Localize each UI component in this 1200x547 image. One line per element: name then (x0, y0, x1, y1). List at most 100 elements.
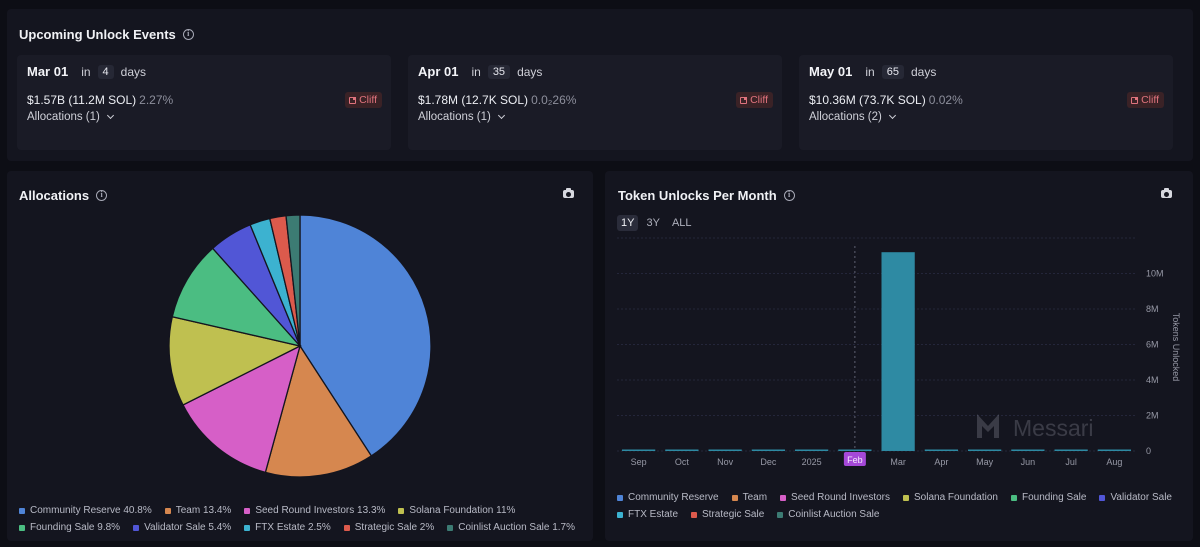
allocations-dropdown-label: Allocations (2) (809, 111, 882, 123)
event-percent: 0.02% (928, 93, 963, 107)
legend-label: Validator Sale (1110, 492, 1172, 503)
event-days-count: 35 (487, 64, 511, 79)
cliff-icon (349, 96, 357, 104)
legend-label: Founding Sale 9.8% (30, 522, 121, 533)
upcoming-unlocks-title-row: Upcoming Unlock Events (19, 27, 194, 42)
unlock-event-card: May 01 in 65 days $10.36M (73.7K SOL) 0.02% Cl… (799, 55, 1173, 150)
chevron-down-icon (888, 111, 896, 120)
range-tab-all[interactable]: ALL (671, 217, 692, 229)
legend-label: FTX Estate 2.5% (255, 522, 331, 533)
legend-item[interactable]: Community Reserve (617, 492, 719, 503)
legend-swatch (244, 507, 251, 514)
upcoming-unlocks-title: Upcoming Unlock Events (19, 27, 176, 42)
allocations-dropdown[interactable]: Allocations (1) (27, 111, 114, 123)
range-tab-3y[interactable]: 3Y (646, 217, 660, 229)
legend-swatch (133, 524, 140, 531)
cliff-badge: Cliff (1127, 92, 1164, 108)
event-header: Mar 01 in 4 days (27, 64, 146, 79)
legend-swatch (691, 511, 698, 518)
legend-label: Community Reserve (628, 492, 719, 503)
legend-swatch (447, 524, 454, 531)
event-days-label: days (120, 64, 147, 79)
cliff-badge: Cliff (345, 92, 382, 108)
legend-item[interactable]: Seed Round Investors 13.3% (244, 505, 385, 516)
legend-item[interactable]: Team 13.4% (164, 505, 232, 516)
legend-swatch (617, 511, 623, 518)
legend-swatch (244, 524, 251, 531)
legend-item[interactable]: Coinlist Auction Sale 1.7% (447, 522, 575, 533)
legend-item[interactable]: Seed Round Investors (780, 492, 890, 503)
event-in-label: in (471, 64, 481, 79)
legend-item[interactable]: Validator Sale (1099, 492, 1172, 503)
allocations-dropdown-label: Allocations (1) (418, 111, 491, 123)
event-days-label: days (517, 64, 543, 79)
legend-label: Seed Round Investors (791, 492, 890, 503)
range-tab-1y[interactable]: 1Y (617, 215, 639, 231)
event-value: $1.57B (11.2M SOL) (27, 93, 137, 107)
legend-item[interactable]: Coinlist Auction Sale (777, 509, 879, 520)
allocations-dropdown[interactable]: Allocations (2) (809, 111, 896, 123)
legend-item[interactable]: Solana Foundation (903, 492, 998, 503)
event-header: May 01 in 65 days (809, 64, 936, 79)
event-value-row: $10.36M (73.7K SOL) 0.02% (809, 93, 963, 107)
legend-label: Coinlist Auction Sale (788, 509, 880, 520)
event-days-count: 65 (881, 64, 904, 79)
legend-label: Coinlist Auction Sale 1.7% (458, 522, 575, 533)
legend-label: FTX Estate (628, 509, 679, 520)
unlock-event-card: Apr 01 in 35 days $1.78M (12.7K SOL) 0.0₂26% C… (408, 55, 782, 150)
event-percent: 0.0₂26% (531, 93, 577, 107)
legend-swatch (398, 507, 405, 514)
legend-label: Strategic Sale (702, 509, 765, 520)
chevron-down-icon (106, 111, 114, 120)
event-header: Apr 01 in 35 days (418, 64, 542, 79)
legend-item[interactable]: Solana Foundation 11% (398, 505, 515, 516)
legend-swatch (1099, 494, 1106, 501)
legend-swatch (19, 524, 25, 531)
legend-item[interactable]: Founding Sale (1010, 492, 1087, 503)
event-value: $1.78M (12.7K SOL) (418, 93, 529, 107)
token-unlocks-title: Token Unlocks Per Month (618, 188, 777, 203)
event-value: $10.36M (73.7K SOL) (809, 93, 926, 107)
camera-icon[interactable] (1161, 188, 1172, 198)
legend-item[interactable]: Strategic Sale (691, 509, 764, 520)
legend-label: Solana Foundation 11% (409, 505, 516, 516)
event-percent: 2.27% (139, 93, 174, 107)
cliff-badge: Cliff (736, 92, 773, 108)
legend-item[interactable]: Validator Sale 5.4% (133, 522, 231, 533)
allocations-legend: Community Reserve 40.8% Team 13.4% Seed Ro… (19, 505, 579, 533)
legend-item[interactable]: FTX Estate (617, 509, 678, 520)
legend-swatch (780, 494, 787, 501)
event-in-label: in (865, 64, 875, 79)
legend-swatch (19, 507, 25, 514)
legend-item[interactable]: Strategic Sale 2% (343, 522, 435, 533)
legend-label: Community Reserve 40.8% (30, 505, 152, 516)
info-icon[interactable] (783, 190, 795, 201)
event-date: May 01 (809, 64, 853, 79)
legend-item[interactable]: Community Reserve 40.8% (19, 505, 152, 516)
time-range-tabs: 1Y 3Y ALL (617, 215, 696, 231)
allocations-panel: Allocations Community Reserve 40.8% Team … (7, 171, 593, 541)
legend-swatch (1010, 494, 1017, 501)
event-date: Apr 01 (418, 64, 459, 79)
cliff-label: Cliff (359, 94, 377, 106)
allocations-title: Allocations (19, 188, 90, 203)
allocations-dropdown-label: Allocations (1) (27, 111, 100, 123)
allocations-title-row: Allocations (19, 188, 108, 203)
legend-swatch (777, 511, 784, 518)
legend-item[interactable]: Founding Sale 9.8% (19, 522, 120, 533)
info-icon[interactable] (96, 190, 108, 201)
legend-item[interactable]: FTX Estate 2.5% (244, 522, 331, 533)
allocations-dropdown[interactable]: Allocations (1) (418, 111, 505, 123)
cliff-icon (740, 96, 748, 104)
camera-icon[interactable] (563, 188, 574, 198)
legend-label: Strategic Sale 2% (354, 522, 435, 533)
legend-label: Founding Sale (1021, 492, 1087, 503)
event-in-label: in (81, 64, 91, 79)
legend-item[interactable]: Team (731, 492, 767, 503)
legend-swatch (343, 524, 350, 531)
cliff-label: Cliff (1141, 94, 1159, 106)
legend-label: Team 13.4% (175, 505, 232, 516)
info-icon[interactable] (182, 29, 194, 40)
event-date: Mar 01 (27, 64, 69, 79)
token-unlocks-title-row: Token Unlocks Per Month (618, 188, 795, 203)
